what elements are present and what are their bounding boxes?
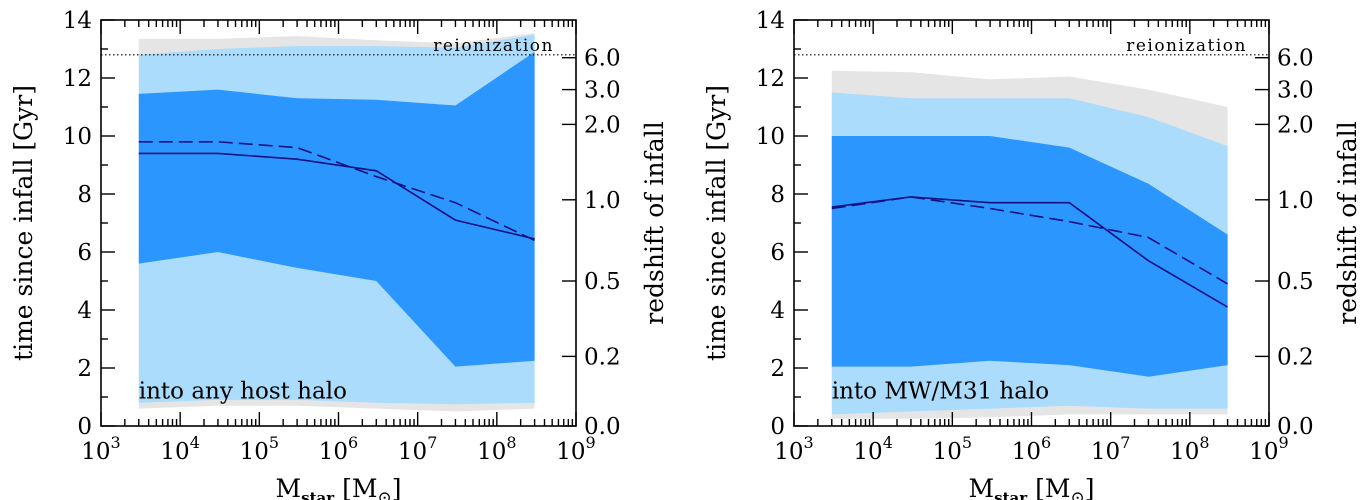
y-axis-title: time since infall [Gyr] — [702, 85, 731, 361]
x-tick-label: 104 — [853, 433, 892, 465]
x-tick-label: 107 — [1091, 433, 1130, 465]
x-tick-label: 107 — [398, 433, 437, 465]
x-tick-label: 108 — [1170, 433, 1209, 465]
panel-annotation: into any host halo — [139, 378, 347, 404]
y-tick-label: 12 — [756, 66, 785, 92]
y-tick-label: 10 — [756, 124, 785, 150]
band-68-percent — [831, 136, 1228, 377]
y-tick-label: 6 — [770, 240, 785, 266]
right-tick-label: 0.2 — [1277, 344, 1314, 370]
right-tick-label: 0.5 — [584, 269, 621, 295]
right-tick-label: 6.0 — [1277, 46, 1314, 72]
y-tick-label: 12 — [63, 66, 92, 92]
reionization-label: reionization — [433, 36, 554, 56]
y-tick-label: 14 — [63, 8, 92, 34]
x-tick-label: 105 — [240, 433, 279, 465]
y-tick-label: 10 — [63, 124, 92, 150]
y-axis-title: time since infall [Gyr] — [9, 85, 38, 361]
right-tick-label: 6.0 — [584, 46, 621, 72]
y-tick-label: 2 — [770, 356, 785, 382]
x-tick-label: 106 — [1012, 433, 1051, 465]
x-tick-label: 109 — [1249, 433, 1288, 465]
band-68-percent — [138, 51, 535, 367]
right-tick-label: 0.2 — [584, 344, 621, 370]
x-tick-label: 109 — [556, 433, 595, 465]
right-tick-label: 2.0 — [1277, 112, 1314, 138]
y-tick-label: 4 — [770, 298, 785, 324]
y-tick-label: 4 — [77, 298, 92, 324]
right-tick-label: 3.0 — [584, 78, 621, 104]
median-line — [138, 152, 535, 240]
y-tick-label: 6 — [77, 240, 92, 266]
y-tick-label: 8 — [77, 182, 92, 208]
right-axis-title: redshift of infall — [1333, 121, 1362, 324]
right-tick-label: 3.0 — [1277, 78, 1314, 104]
right-tick-label: 0.0 — [1277, 414, 1314, 440]
y-tick-label: 8 — [770, 182, 785, 208]
x-tick-label: 106 — [319, 433, 358, 465]
x-axis-title: Mstar [M⊙] — [969, 474, 1095, 500]
x-tick-label: 103 — [774, 433, 813, 465]
y-tick-label: 14 — [756, 8, 785, 34]
right-tick-label: 1.0 — [584, 188, 621, 214]
right-tick-label: 2.0 — [584, 112, 621, 138]
mean-dashed-line — [831, 196, 1229, 285]
right-tick-label: 1.0 — [1277, 188, 1314, 214]
x-tick-label: 104 — [160, 433, 199, 465]
right-tick-label: 0.5 — [1277, 269, 1314, 295]
x-tick-label: 105 — [933, 433, 972, 465]
reionization-label: reionization — [1126, 36, 1247, 56]
right-tick-label: 0.0 — [584, 414, 621, 440]
y-tick-label: 0 — [77, 414, 92, 440]
x-tick-label: 103 — [81, 433, 120, 465]
x-axis-title: Mstar [M⊙] — [276, 474, 402, 500]
x-tick-label: 108 — [477, 433, 516, 465]
mean-dashed-line — [138, 141, 535, 242]
right-axis-title: redshift of infall — [640, 121, 669, 324]
panel-annotation: into MW/M31 halo — [832, 378, 1049, 404]
y-tick-label: 0 — [770, 414, 785, 440]
y-tick-label: 2 — [77, 356, 92, 382]
